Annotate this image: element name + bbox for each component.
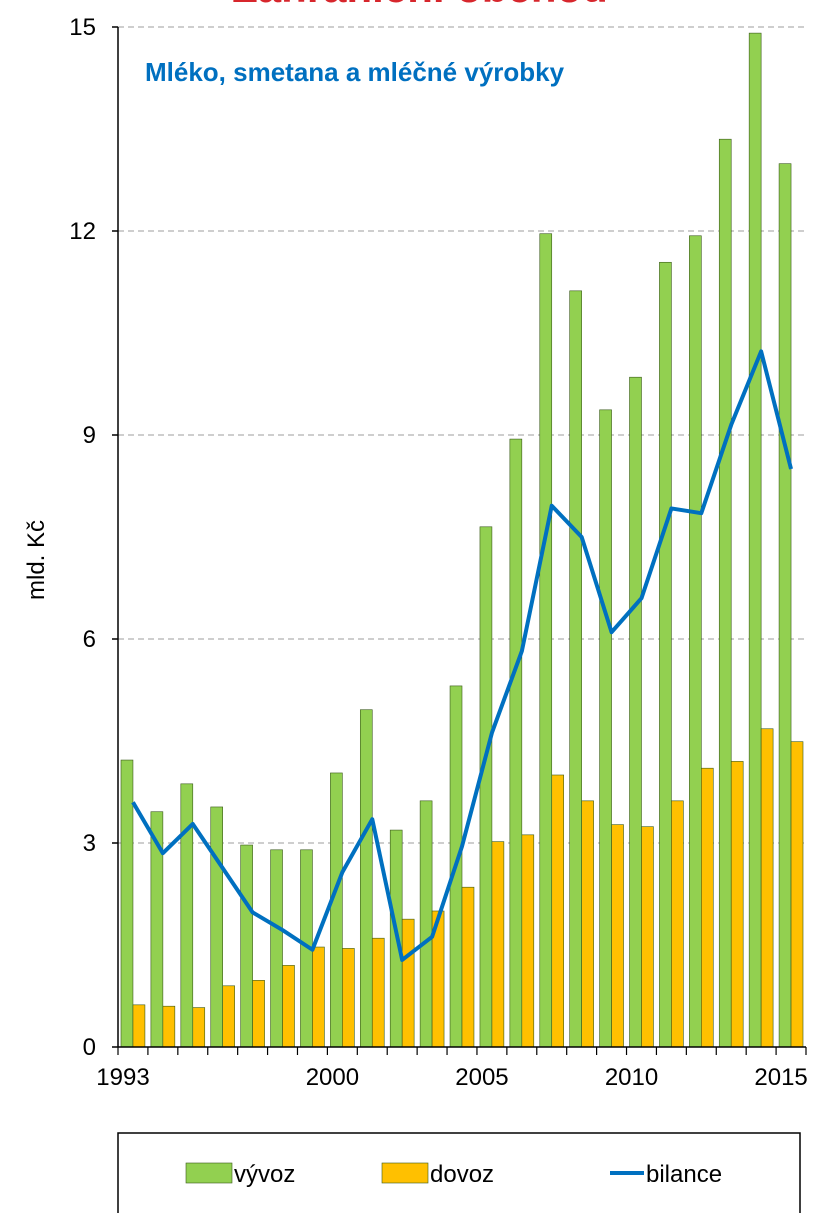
chart-subtitle: Mléko, smetana a mléčné výrobky [145, 57, 565, 87]
x-tick-label: 2015 [754, 1064, 807, 1091]
bar [509, 438, 523, 1048]
legend-label: vývoz [234, 1161, 295, 1188]
y-tick-label: 9 [83, 422, 96, 449]
bar [222, 985, 235, 1048]
bar [162, 1005, 176, 1048]
bar [252, 980, 265, 1048]
legend-label: bilance [646, 1161, 722, 1188]
bar [401, 918, 415, 1048]
bar [569, 290, 582, 1048]
x-tick-label: 2010 [605, 1064, 658, 1091]
bar [760, 728, 774, 1048]
legend-swatch [185, 1162, 233, 1184]
bar [240, 844, 253, 1048]
bar [551, 774, 565, 1048]
bar [461, 886, 475, 1048]
bar [611, 824, 624, 1048]
bar [132, 1004, 146, 1048]
bar [521, 834, 535, 1048]
bar [479, 526, 493, 1048]
bar [629, 376, 642, 1048]
bar [419, 800, 433, 1048]
bar [671, 800, 684, 1048]
bar [599, 409, 612, 1048]
bar [730, 761, 744, 1048]
bar [192, 1007, 206, 1048]
bar [778, 163, 792, 1048]
legend-box [117, 1132, 801, 1213]
bar [282, 965, 295, 1048]
y-tick-label: 3 [83, 830, 96, 857]
y-tick-label: 15 [69, 14, 96, 41]
bar [748, 32, 762, 1048]
bar [641, 826, 654, 1048]
legend-label: dovoz [430, 1161, 494, 1188]
x-tick-label: 2005 [455, 1064, 508, 1091]
bar [689, 235, 702, 1048]
chart-title: Zahraniční obchod [232, 0, 608, 11]
bar [581, 800, 594, 1048]
y-tick-label: 12 [69, 218, 96, 245]
y-tick-label: 6 [83, 626, 96, 653]
bar [210, 806, 223, 1048]
bar [342, 948, 355, 1048]
x-tick-label: 2000 [306, 1064, 359, 1091]
bar [790, 741, 804, 1048]
bar [718, 138, 732, 1048]
bar [330, 772, 343, 1048]
bar [539, 233, 553, 1048]
line [131, 349, 793, 962]
y-axis-label: mld. Kč [23, 520, 50, 600]
bar [312, 946, 325, 1048]
y-tick-label: 0 [83, 1034, 96, 1061]
bar [701, 767, 714, 1048]
legend-swatch [381, 1162, 429, 1184]
bar [371, 937, 385, 1048]
bar [491, 841, 505, 1048]
bar [659, 261, 672, 1048]
bar [359, 709, 373, 1048]
bar [120, 759, 134, 1048]
bar [270, 849, 283, 1048]
x-tick-label: 1993 [96, 1064, 149, 1091]
